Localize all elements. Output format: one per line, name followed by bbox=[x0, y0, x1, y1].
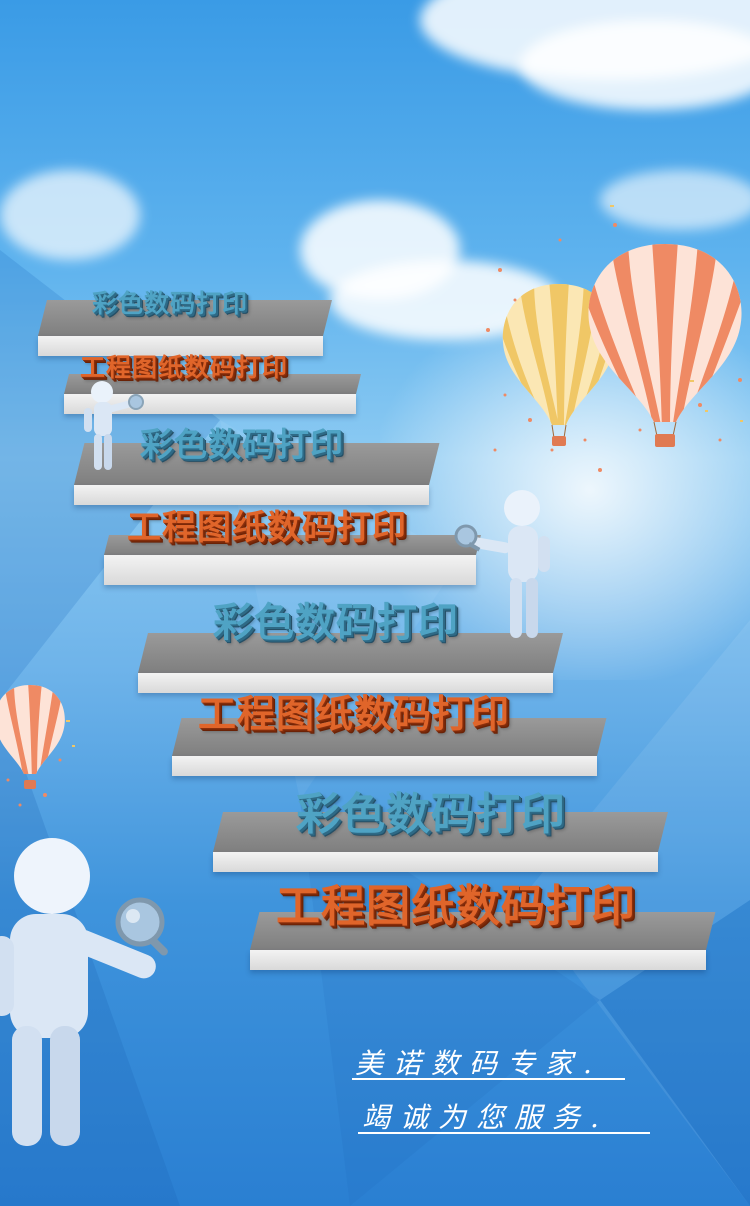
slogan-line-1: 美诺数码专家. bbox=[355, 1047, 602, 1080]
step-slab bbox=[250, 912, 716, 970]
step-slab bbox=[213, 812, 668, 872]
cloud bbox=[600, 170, 750, 230]
step-label-engineering: 工程图纸数码打印 bbox=[198, 692, 511, 736]
step-slab bbox=[138, 633, 563, 693]
cloud bbox=[520, 20, 750, 110]
slogan-underline bbox=[358, 1132, 650, 1134]
step-label-color: 彩色数码打印 bbox=[296, 789, 566, 840]
3d-person-magnifier-icon bbox=[0, 838, 168, 1146]
slogan-underline bbox=[352, 1078, 625, 1080]
step-label-color: 彩色数码打印 bbox=[92, 289, 249, 318]
cloud bbox=[0, 170, 140, 260]
step-label-engineering: 工程图纸数码打印 bbox=[276, 881, 636, 932]
hot-air-balloon-icon bbox=[0, 685, 65, 789]
step-label-color: 彩色数码打印 bbox=[213, 600, 459, 646]
step-label-color: 彩色数码打印 bbox=[140, 425, 344, 464]
step-slab bbox=[104, 535, 481, 585]
step-label-engineering: 工程图纸数码打印 bbox=[80, 353, 289, 382]
step-slab bbox=[74, 443, 440, 505]
3d-person-magnifier-icon bbox=[84, 381, 144, 470]
step-slab bbox=[38, 300, 332, 356]
step-label-engineering: 工程图纸数码打印 bbox=[127, 508, 407, 548]
hot-air-balloon-icon bbox=[588, 244, 742, 447]
step-slab bbox=[172, 718, 607, 776]
slogan-line-2: 竭诚为您服务. bbox=[362, 1101, 609, 1134]
3d-person-magnifier-icon bbox=[454, 490, 550, 638]
